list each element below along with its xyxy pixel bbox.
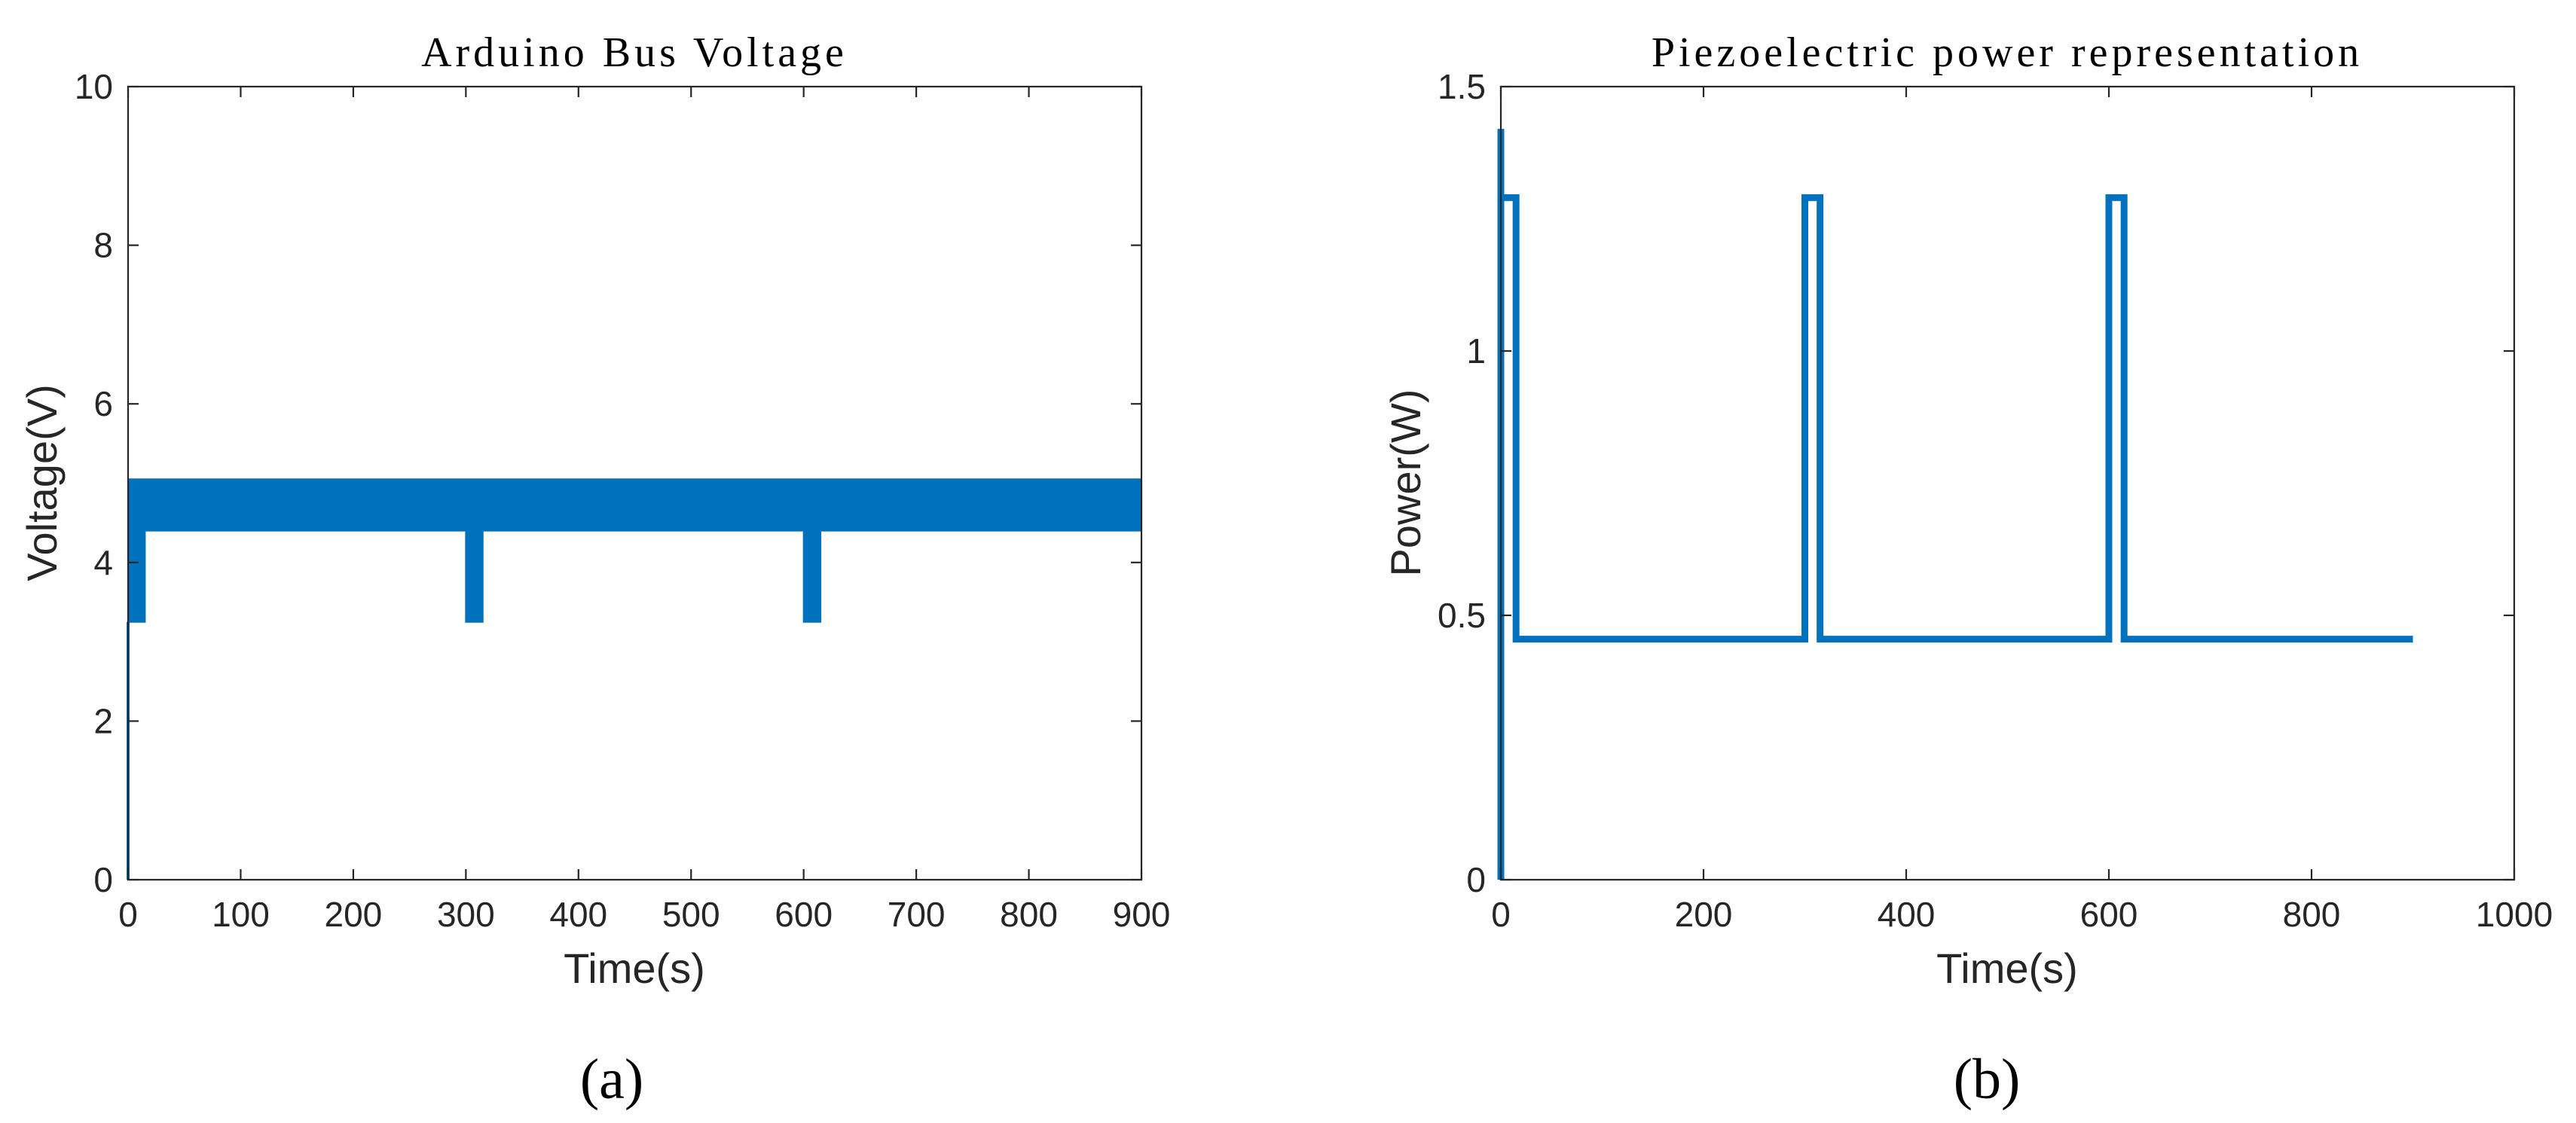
x-tick-label: 100	[212, 895, 270, 934]
x-tick-label: 300	[437, 895, 495, 934]
x-tick-label: 900	[1113, 895, 1171, 934]
x-tick-label: 800	[2283, 895, 2341, 934]
panel-label-a: (a)	[580, 1048, 643, 1111]
x-tick-label: 400	[1878, 895, 1936, 934]
y-axis-title-b: Power(W)	[1382, 389, 1429, 577]
x-tick-label: 700	[888, 895, 946, 934]
ticks-b: 0 200 400 600 800 1000 0 0.5 1 1.5	[1438, 67, 2553, 934]
voltage-plot-area	[127, 478, 1142, 880]
power-plot-area	[1497, 129, 2413, 880]
ticks-a: 0 100 200 300 400 500 600 700 800 900 0 2 4 6 8 10	[75, 67, 1171, 934]
chart-title-a: Arduino Bus Voltage	[421, 29, 848, 76]
y-tick-label: 10	[75, 67, 113, 106]
chart-panel-b: 0 200 400 600 800 1000 0 0.5 1 1.5 Piezoelectric …	[1382, 29, 2553, 1111]
y-tick-label: 4	[93, 543, 113, 582]
panel-label-b: (b)	[1954, 1048, 2021, 1111]
y-tick-label: 8	[93, 226, 113, 265]
chart-panel-a: 0 100 200 300 400 500 600 700 800 900 0 2 4 6 8 10 Ardu…	[18, 29, 1170, 1111]
y-tick-label: 0	[1466, 860, 1486, 899]
plot-frame-b	[1499, 85, 2516, 881]
x-axis-title-b: Time(s)	[1936, 944, 2078, 992]
x-tick-label: 400	[549, 895, 607, 934]
power-series-line	[1497, 129, 2413, 880]
y-axis-title-a: Voltage(V)	[18, 384, 66, 581]
x-tick-label: 0	[1491, 895, 1511, 934]
y-tick-label: 6	[93, 384, 113, 423]
y-tick-label: 1	[1466, 331, 1486, 371]
voltage-ripple-band	[127, 478, 1142, 623]
x-tick-label: 1000	[2476, 895, 2553, 934]
y-tick-label: 2	[93, 701, 113, 740]
y-tick-label: 0	[93, 860, 113, 899]
x-tick-label: 200	[1675, 895, 1733, 934]
x-tick-label: 500	[662, 895, 720, 934]
x-tick-label: 200	[325, 895, 383, 934]
chart-title-b: Piezoelectric power representation	[1652, 29, 2363, 76]
plot-frame-a	[127, 85, 1143, 881]
y-tick-label: 1.5	[1438, 67, 1486, 106]
y-tick-label: 0.5	[1438, 596, 1486, 635]
x-tick-label: 800	[1000, 895, 1058, 934]
x-axis-title-a: Time(s)	[564, 944, 705, 992]
x-tick-label: 600	[775, 895, 833, 934]
x-tick-label: 0	[118, 895, 138, 934]
x-tick-label: 600	[2080, 895, 2138, 934]
